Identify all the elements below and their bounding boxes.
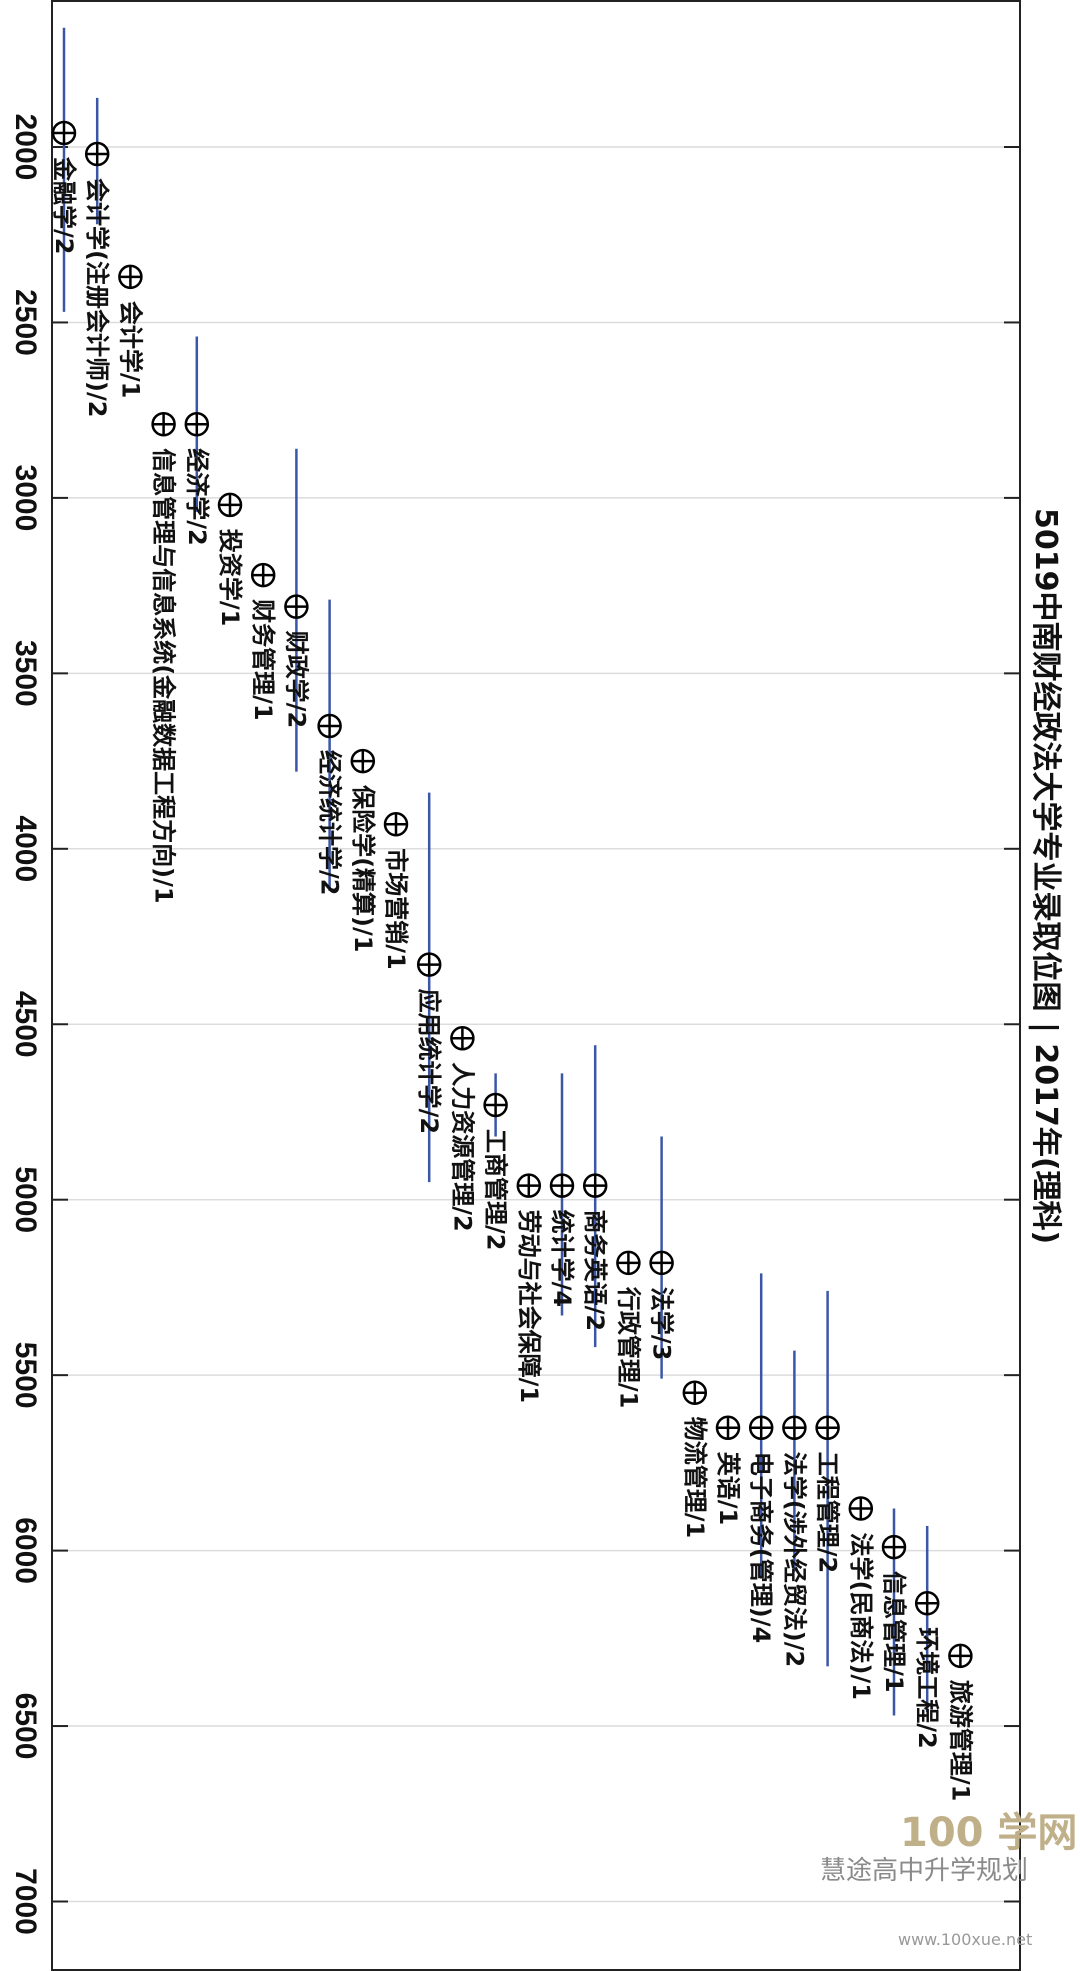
point-label: 会计学(注册会计师)/2 bbox=[83, 178, 111, 417]
point-marker bbox=[748, 1415, 774, 1441]
tick-label: 6000 bbox=[9, 1517, 42, 1584]
watermark-logo-text: 100 学网 bbox=[900, 1810, 1078, 1856]
watermark-caption: 慧途高中升学规划 bbox=[820, 1856, 1029, 1886]
point-marker bbox=[250, 562, 276, 588]
point-marker bbox=[582, 1173, 608, 1198]
y-axis-ticks bbox=[52, 146, 1020, 1903]
tick-label: 3500 bbox=[9, 640, 42, 707]
point-marker bbox=[118, 264, 143, 290]
point-label: 人力资源管理/2 bbox=[448, 1062, 476, 1231]
point-labels: 金融学/2 会计学(注册会计师)/2 会计学/1 信息管理与信息系统(金融数据工程方向… bbox=[50, 156, 974, 1801]
tick-label: 6500 bbox=[9, 1693, 42, 1760]
point-label: 应用统计学/2 bbox=[415, 989, 443, 1134]
point-marker bbox=[616, 1250, 641, 1276]
point-label: 工程管理/2 bbox=[814, 1452, 842, 1573]
point-marker bbox=[284, 594, 309, 619]
tick-label: 7000 bbox=[9, 1868, 42, 1935]
point-marker bbox=[184, 411, 210, 437]
point-marker bbox=[848, 1496, 874, 1521]
tick-label: 2500 bbox=[9, 289, 42, 356]
point-label: 会计学/1 bbox=[116, 301, 144, 398]
point-label: 行政管理/1 bbox=[614, 1286, 642, 1408]
point-marker bbox=[881, 1534, 907, 1560]
point-label: 环境工程/2 bbox=[913, 1627, 941, 1748]
tick-label: 5000 bbox=[9, 1166, 42, 1233]
point-marker bbox=[483, 1092, 508, 1118]
tick-label: 3000 bbox=[9, 465, 42, 532]
point-marker bbox=[682, 1380, 708, 1405]
point-label: 工商管理/2 bbox=[482, 1129, 510, 1250]
point-label: 信息管理/1 bbox=[880, 1571, 908, 1692]
point-label: 法学(涉外经贸法)/2 bbox=[780, 1452, 808, 1667]
point-marker bbox=[516, 1173, 542, 1198]
plot-frame bbox=[51, 0, 1021, 1971]
point-label: 统计学/4 bbox=[548, 1210, 576, 1307]
point-label: 英语/1 bbox=[714, 1452, 742, 1525]
point-markers bbox=[51, 120, 973, 1669]
point-label: 经济学/2 bbox=[183, 448, 211, 545]
point-marker bbox=[350, 748, 376, 774]
point-marker bbox=[914, 1590, 940, 1616]
watermark-url: www.100xue.net bbox=[898, 1930, 1033, 1949]
point-label: 法学(民商法)/1 bbox=[847, 1532, 875, 1699]
point-marker bbox=[51, 120, 77, 146]
point-label: 信息管理与信息系统(金融数据工程方向)/1 bbox=[150, 448, 178, 903]
point-label: 法学/3 bbox=[648, 1287, 676, 1360]
point-marker bbox=[317, 713, 342, 739]
point-label: 电子商务(管理)/4 bbox=[747, 1452, 775, 1643]
point-label: 财务管理/1 bbox=[249, 599, 277, 720]
tick-label: 4500 bbox=[9, 991, 42, 1058]
point-marker bbox=[450, 1026, 475, 1051]
point-marker bbox=[151, 411, 176, 437]
point-label: 旅游管理/1 bbox=[946, 1680, 974, 1801]
point-marker bbox=[549, 1173, 575, 1198]
point-label: 市场营销/1 bbox=[382, 848, 410, 969]
gridlines bbox=[52, 146, 1020, 1903]
tick-label: 2000 bbox=[9, 114, 42, 181]
point-label: 金融学/2 bbox=[50, 156, 78, 254]
tick-label: 4000 bbox=[9, 815, 42, 882]
y-axis-tick-labels: 2000 2500 3000 3500 4000 4500 5000 5500 6000 6500… bbox=[9, 114, 42, 1935]
point-label: 商务英语/2 bbox=[581, 1210, 609, 1331]
tick-label: 5500 bbox=[9, 1342, 42, 1409]
point-marker bbox=[84, 141, 110, 167]
point-marker bbox=[383, 811, 409, 837]
point-marker bbox=[217, 492, 243, 518]
point-label: 投资学/1 bbox=[216, 529, 244, 626]
point-marker bbox=[782, 1415, 807, 1441]
point-label: 保险学(精算)/1 bbox=[349, 784, 377, 952]
point-marker bbox=[416, 952, 442, 977]
point-label: 劳动与社会保障/1 bbox=[515, 1210, 543, 1403]
point-label: 财政学/2 bbox=[282, 631, 310, 728]
chart-title: 5019中南财经政法大学专业录取位图 | 2017年(理科) bbox=[1028, 508, 1063, 1244]
point-marker bbox=[815, 1415, 840, 1441]
point-marker bbox=[948, 1643, 973, 1669]
point-marker bbox=[649, 1250, 674, 1276]
point-marker bbox=[715, 1415, 741, 1441]
point-label: 物流管理/1 bbox=[681, 1417, 709, 1538]
point-label: 经济统计学/2 bbox=[316, 750, 344, 895]
